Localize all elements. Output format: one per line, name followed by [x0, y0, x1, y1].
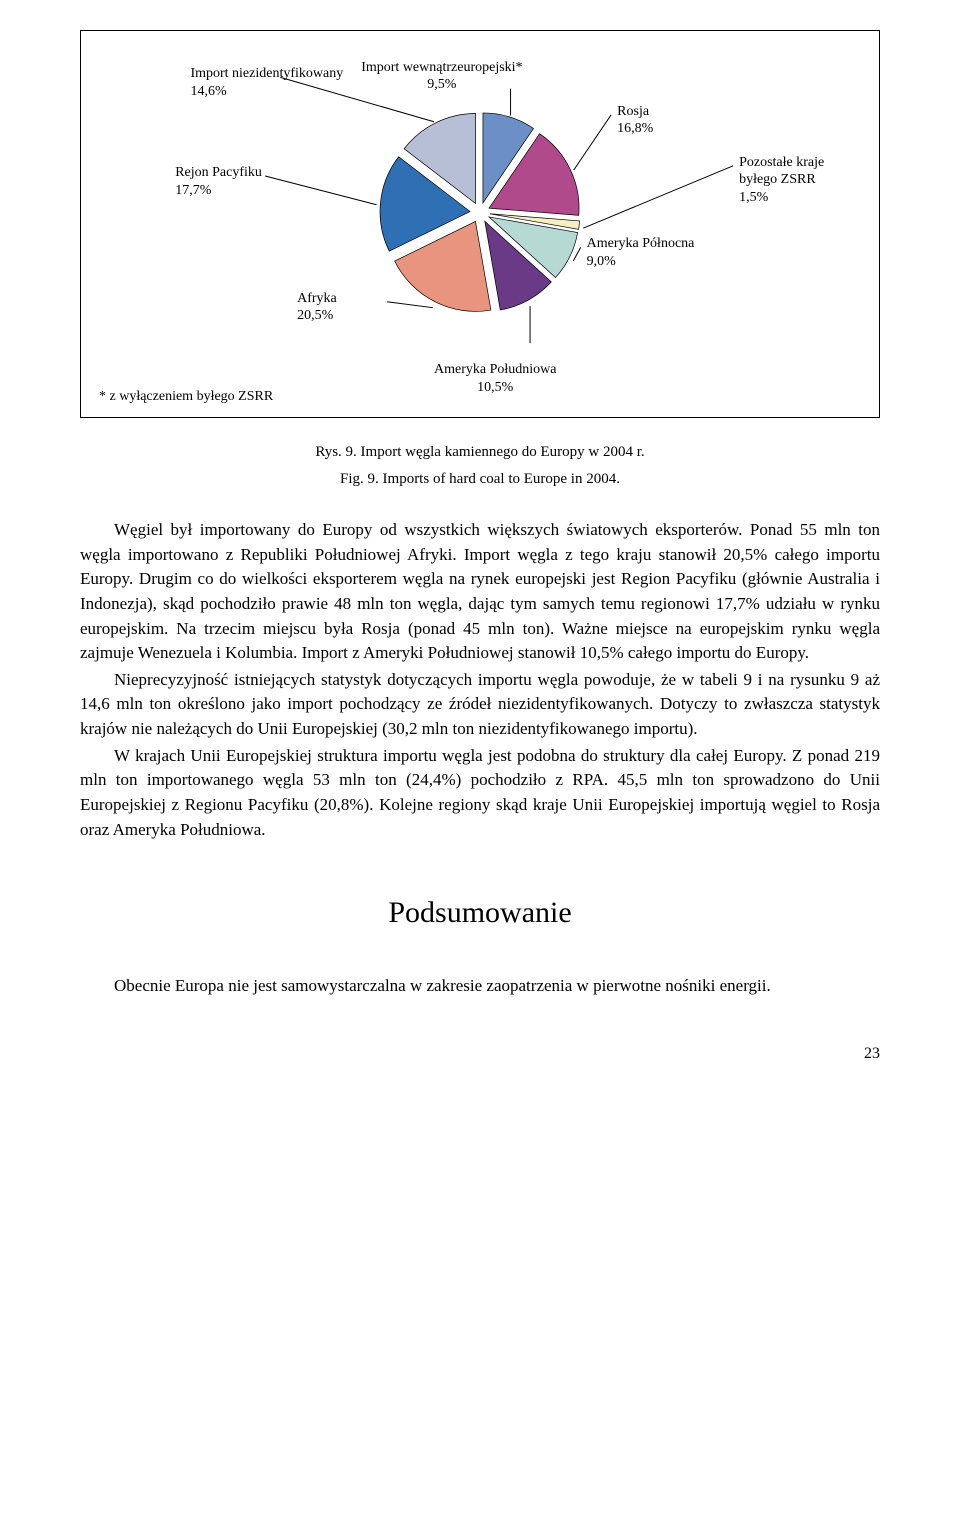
figure-caption-en: Fig. 9. Imports of hard coal to Europe i… — [80, 471, 880, 488]
section-title: Podsumowanie — [80, 896, 880, 930]
pie-label: Pozostałe kraje byłego ZSRR 1,5% — [739, 154, 824, 207]
paragraph-3: W krajach Unii Europejskiej struktura im… — [80, 744, 880, 843]
leader-line — [583, 166, 733, 228]
paragraph-1: Węgiel był importowany do Europy od wszy… — [80, 518, 880, 666]
pie-label: Ameryka Południowa 10,5% — [434, 361, 556, 396]
page-number: 23 — [80, 1045, 880, 1063]
pie-label: Ameryka Północna 9,0% — [587, 235, 695, 270]
summary-block: Obecnie Europa nie jest samowystarczalna… — [80, 974, 880, 999]
leader-line — [265, 176, 376, 205]
leader-line — [574, 115, 611, 170]
pie-label: Afryka 20,5% — [297, 290, 337, 325]
figure-container: Import wewnątrzeuropejski* 9,5% Rosja 16,… — [80, 30, 880, 418]
figure-caption-pl: Rys. 9. Import węgla kamiennego do Europ… — [80, 444, 880, 461]
leader-line — [387, 302, 433, 308]
summary-paragraph-1: Obecnie Europa nie jest samowystarczalna… — [80, 974, 880, 999]
pie-chart-area: Import wewnątrzeuropejski* 9,5% Rosja 16,… — [99, 45, 861, 385]
body-text-block: Węgiel był importowany do Europy od wszy… — [80, 518, 880, 842]
pie-label: Import wewnątrzeuropejski* 9,5% — [361, 59, 522, 94]
pie-label: Rosja 16,8% — [617, 103, 653, 138]
leader-line — [573, 247, 580, 260]
pie-label: Import niezidentyfikowany 14,6% — [190, 65, 343, 100]
paragraph-2: Nieprecyzyjność istniejących statystyk d… — [80, 668, 880, 742]
pie-label: Rejon Pacyfiku 17,7% — [175, 164, 262, 199]
